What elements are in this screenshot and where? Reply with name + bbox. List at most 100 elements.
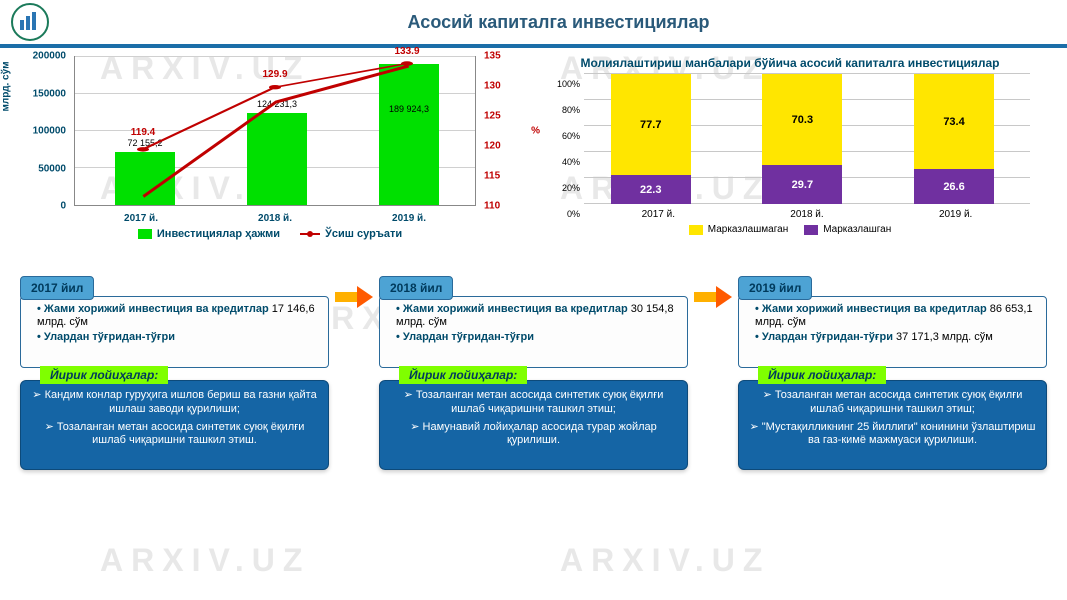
stacked-chart: Молиялаштириш манбалари бўйича асосий ка… [540,56,1040,266]
project-item: Кандим конлар гуруҳига ишлов бериш ва га… [31,389,318,417]
combo-plot-area: 72 155,2 124 231,3 189 924,3 [74,56,476,206]
year-pill: 2017 йил [20,276,94,300]
combo-legend-bar: Инвестициялар ҳажми [138,228,280,240]
arrow-icon [694,284,732,310]
year-bullet-text: Жами хорижий инвестиция ва кредитлар [44,303,269,315]
project-item: Намунавий лойиҳалар асосида турар жойлар… [390,421,677,449]
combo-x-label: 2017 й. [124,213,158,224]
stacked-ytick: 40% [562,157,580,167]
project-card-2019: Йирик лойиҳалар: Тозаланган метан асосид… [738,366,1047,470]
project-card-2017: Йирик лойиҳалар: Кандим конлар гуруҳига … [20,366,329,470]
stacked-x-label: 2019 й. [939,209,972,220]
year-info-box: Жами хорижий инвестиция ва кредитлар 17 … [20,296,329,368]
project-item: "Мустақилликнинг 25 йиллиги" конинини ўз… [749,421,1036,449]
combo-legend-bar-label: Инвестициялар ҳажми [157,228,280,240]
stacked-legend: Марказлашмаган Марказлашган [540,224,1040,235]
combo-ytick-left: 200000 [33,51,66,62]
stacked-seg-uncentralized: 73.4 [914,74,994,169]
year-bullet-text: Улардан тўғридан-тўғри [762,331,893,343]
combo-y-axis-left: млрд. сўм 0 50000 100000 150000 200000 [20,56,70,206]
project-pill: Йирик лойиҳалар: [40,366,168,384]
year-bullet: Улардан тўғридан-тўғри [37,331,318,344]
combo-ytick-right: 135 [484,51,501,62]
year-bullet: Жами хорижий инвестиция ва кредитлар 86 … [755,303,1036,329]
year-pill: 2018 йил [379,276,453,300]
year-bullet-text: Жами хорижий инвестиция ва кредитлар [403,303,628,315]
year-card-2019: 2019 йил Жами хорижий инвестиция ва кред… [738,276,1047,368]
combo-x-label: 2018 й. [258,213,292,224]
combo-legend-line-label: Ўсиш суръати [325,228,402,240]
year-info-box: Жами хорижий инвестиция ва кредитлар 30 … [379,296,688,368]
stacked-ytick: 0% [567,209,580,219]
line-swatch-icon [300,233,320,235]
project-box: Тозаланган метан асосида синтетик суюқ ё… [379,380,688,470]
combo-chart-plot: млрд. сўм 0 50000 100000 150000 200000 7… [20,56,520,206]
project-card-2018: Йирик лойиҳалар: Тозаланган метан асосид… [379,366,688,470]
combo-y-right-label: % [531,126,540,137]
project-box: Тозаланган метан асосида синтетик суюқ ё… [738,380,1047,470]
stacked-ytick: 60% [562,131,580,141]
stacked-seg-uncentralized: 77.7 [611,74,691,175]
header: Асосий капиталга инвестициялар [0,0,1067,44]
stacked-bar: 26.6 73.4 [914,74,994,204]
combo-ytick-right: 115 [484,171,500,182]
watermark: ARXIV.UZ [100,542,310,579]
combo-ytick-right: 130 [484,81,501,92]
logo [10,2,50,42]
page-title: Асосий капиталга инвестициялар [50,12,1067,33]
year-bullet: Улардан тўғридан-тўғри 37 171,3 млрд. сў… [755,331,1036,344]
combo-ytick-right: 125 [484,111,501,122]
stacked-x-label: 2018 й. [790,209,823,220]
year-info-box: Жами хорижий инвестиция ва кредитлар 86 … [738,296,1047,368]
project-item: Тозаланган метан асосида синтетик суюқ ё… [390,389,677,417]
stacked-x-labels: 2017 й. 2018 й. 2019 й. [584,209,1030,220]
combo-ytick-left: 100000 [33,126,66,137]
combo-y-left-label: млрд. сўм [1,61,12,111]
swatch-icon [138,229,152,239]
arrow-icon [335,284,373,310]
project-pill: Йирик лойиҳалар: [399,366,527,384]
combo-ytick-right: 110 [484,201,500,212]
project-item: Тозаланган метан асосида синтетик суюқ ё… [749,389,1036,417]
stacked-seg-centralized: 26.6 [914,169,994,204]
stacked-bar: 29.7 70.3 [762,74,842,204]
swatch-icon [804,225,818,235]
combo-y-axis-right: % 110 115 120 125 130 135 [480,56,520,206]
combo-line-label: 129.9 [262,69,287,80]
combo-ytick-left: 150000 [33,88,66,99]
year-pill: 2019 йил [738,276,812,300]
combo-legend: Инвестициялар ҳажми Ўсиш суръати [20,228,520,240]
projects-row: Йирик лойиҳалар: Кандим конлар гуруҳига … [0,366,1067,470]
year-cards-row: 2017 йил Жами хорижий инвестиция ва кред… [0,270,1067,374]
stacked-seg-centralized: 22.3 [611,175,691,204]
combo-chart: млрд. сўм 0 50000 100000 150000 200000 7… [20,56,520,266]
stacked-legend-cen: Марказлашган [804,224,891,235]
swatch-icon [689,225,703,235]
combo-ytick-right: 120 [484,141,501,152]
year-bullet-text: Жами хорижий инвестиция ва кредитлар [762,303,987,315]
project-item: Тозаланган метан асосида синтетик суюқ ё… [31,421,318,449]
stacked-seg-uncentralized: 70.3 [762,74,842,165]
stacked-ytick: 100% [557,79,580,89]
stacked-plot-area: 0% 20% 40% 60% 80% 100% 22.3 77.7 29.7 7… [540,74,1040,204]
year-card-2017: 2017 йил Жами хорижий инвестиция ва кред… [20,276,329,368]
stacked-ytick: 80% [562,105,580,115]
year-bullet: Жами хорижий инвестиция ва кредитлар 17 … [37,303,318,329]
year-bullet: Жами хорижий инвестиция ва кредитлар 30 … [396,303,677,329]
combo-x-label: 2019 й. [392,213,426,224]
combo-x-labels: 2017 й. 2018 й. 2019 й. [74,213,476,224]
stacked-chart-title: Молиялаштириш манбалари бўйича асосий ка… [540,56,1040,70]
stacked-legend-unc: Марказлашмаган [689,224,788,235]
combo-ytick-left: 0 [60,201,66,212]
year-bullet-text: Улардан тўғридан-тўғри [403,331,534,343]
combo-line-label: 119.4 [131,127,155,138]
combo-line-label: 133.9 [394,46,419,57]
stacked-ytick: 20% [562,183,580,193]
year-bullet: Улардан тўғридан-тўғри [396,331,677,344]
stacked-legend-cen-label: Марказлашган [823,224,891,235]
year-bullet-text: Улардан тўғридан-тўғри [44,331,175,343]
stacked-legend-unc-label: Марказлашмаган [708,224,788,235]
stacked-bar: 22.3 77.7 [611,74,691,204]
year-card-2018: 2018 йил Жами хорижий инвестиция ва кред… [379,276,688,368]
stacked-seg-centralized: 29.7 [762,165,842,204]
